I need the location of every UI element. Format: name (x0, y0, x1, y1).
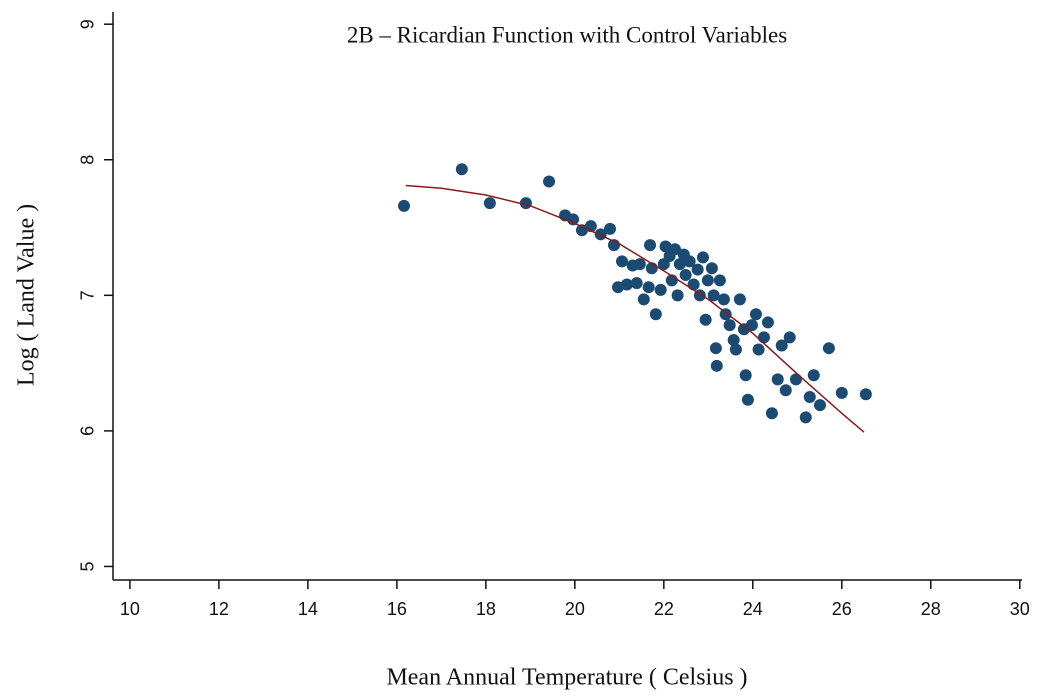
point (671, 289, 684, 302)
x-tick-label: 16 (387, 599, 407, 619)
x-tick-label: 18 (476, 599, 496, 619)
point (707, 289, 720, 302)
y-tick-label: 9 (78, 19, 98, 29)
point (679, 268, 692, 281)
point (745, 319, 758, 332)
point (630, 277, 643, 290)
x-tick-label: 28 (921, 599, 941, 619)
point (713, 274, 726, 287)
point (749, 308, 762, 321)
point (771, 373, 784, 386)
point (822, 342, 835, 355)
point (729, 343, 742, 356)
point (727, 334, 740, 347)
x-axis-label: Mean Annual Temperature ( Celsius ) (386, 665, 747, 691)
point (717, 293, 730, 306)
point (752, 343, 765, 356)
point (789, 373, 802, 386)
point (739, 369, 752, 382)
point (696, 251, 709, 264)
point (654, 283, 667, 296)
point (783, 331, 796, 344)
point (719, 308, 732, 321)
point (683, 255, 696, 268)
chart-title: 2B – Ricardian Function with Control Var… (347, 22, 787, 47)
point (616, 255, 629, 268)
fit-line (405, 184, 865, 433)
x-tick-label: 26 (832, 599, 852, 619)
y-tick-label: 5 (78, 561, 98, 571)
y-tick-label: 7 (78, 290, 98, 300)
point (765, 407, 778, 420)
x-tick-label: 10 (120, 599, 140, 619)
x-tick-label: 12 (209, 599, 229, 619)
y-tick-label: 6 (78, 426, 98, 436)
point (642, 281, 655, 294)
point (673, 258, 686, 271)
x-tick-label: 30 (1010, 599, 1030, 619)
point (799, 411, 812, 424)
point (633, 258, 646, 271)
point (723, 319, 736, 332)
point (455, 163, 468, 176)
point (761, 316, 774, 329)
point (603, 222, 616, 235)
point (835, 386, 848, 399)
point (687, 278, 700, 291)
x-tick-label: 24 (743, 599, 763, 619)
point (668, 243, 681, 256)
point (710, 359, 723, 372)
point (483, 197, 496, 210)
point (543, 175, 556, 188)
point (567, 213, 580, 226)
point (733, 293, 746, 306)
point (701, 274, 714, 287)
point (691, 263, 704, 276)
point (807, 369, 820, 382)
point (659, 240, 672, 253)
point (705, 262, 718, 275)
point (803, 390, 816, 403)
y-tick-label: 8 (78, 155, 98, 165)
point (779, 384, 792, 397)
point (397, 199, 410, 212)
point (757, 331, 770, 344)
point (709, 342, 722, 355)
point (699, 313, 712, 326)
point (741, 393, 754, 406)
x-tick-label: 14 (298, 599, 318, 619)
x-tick-label: 20 (565, 599, 585, 619)
x-tick-label: 22 (654, 599, 674, 619)
point (620, 278, 633, 291)
point (814, 399, 826, 412)
point (637, 293, 650, 306)
point (859, 388, 872, 401)
point (644, 239, 657, 252)
point (649, 308, 662, 321)
point (775, 339, 788, 352)
y-axis-label: Log ( Land Value ) (14, 204, 40, 386)
